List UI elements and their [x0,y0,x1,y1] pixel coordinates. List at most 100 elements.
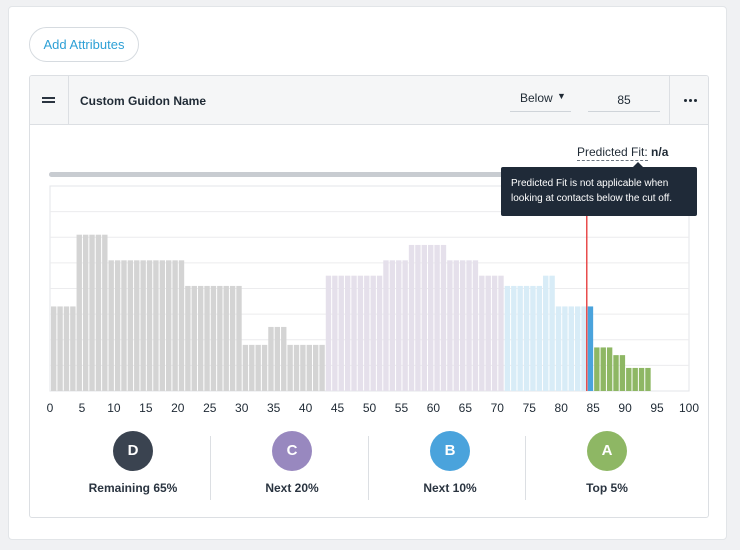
predicted-fit-value: n/a [651,145,669,159]
x-tick-label: 30 [235,401,249,415]
chart-scrollbar[interactable] [49,172,689,177]
histogram-bar [600,347,606,391]
histogram-bar [82,234,89,391]
x-tick-label: 20 [171,401,185,415]
histogram-bar [370,275,376,391]
scrollbar-thumb[interactable] [49,172,519,177]
score-histogram: 0 5 10 15 20 25 30 35 40 45 50 55 60 65 70 75 80 85 90 95 10… [47,185,699,415]
x-tick-label: 70 [491,401,505,415]
drag-handle-icon[interactable] [30,76,69,124]
histogram-bar [51,306,57,391]
histogram-bar [530,285,536,391]
histogram-bar [594,347,600,391]
tier-label: Top 5% [586,481,628,495]
histogram-bar [185,285,191,391]
attribute-panel: Custom Guidon Name Below ▼ Predicted Fit… [29,75,709,518]
histogram-bar [332,275,338,391]
histogram-bar [344,275,351,391]
tier-badge: D [113,431,153,471]
x-tick-label: 45 [331,401,345,415]
histogram-bar [261,344,268,391]
histogram-bar [511,285,517,391]
histogram-bar [491,275,498,391]
histogram-bar [153,260,159,391]
histogram-bar [242,344,249,391]
histogram-bar [523,285,530,391]
attribute-header: Custom Guidon Name Below ▼ [30,76,708,125]
histogram-bar [300,344,306,391]
histogram-bar [281,326,287,391]
tier-badge: B [430,431,470,471]
histogram-bar [146,260,153,391]
histogram-bar [434,244,440,391]
tier-label: Next 20% [265,481,319,495]
histogram-bar [108,260,114,391]
histogram-bar [383,260,389,391]
predicted-fit-label: Predicted Fit: [577,145,648,161]
histogram-bar [549,275,555,391]
histogram-bar [408,244,415,391]
x-tick-label: 5 [79,401,86,415]
histogram-bar [543,275,549,391]
histogram-bar [166,260,172,391]
x-tick-label: 55 [395,401,409,415]
histogram-bar [574,306,581,391]
histogram-bar [293,344,300,391]
predicted-fit[interactable]: Predicted Fit: n/a [577,145,669,161]
histogram-bar [249,344,255,391]
histogram-bar [415,244,421,391]
histogram-bar [306,344,312,391]
histogram-bar [255,344,261,391]
histogram-bar [376,275,383,391]
histogram-bar [472,260,479,391]
x-tick-label: 85 [586,401,600,415]
histogram-bar [268,326,274,391]
histogram-bar [210,285,217,391]
tier-label: Remaining 65% [88,481,178,495]
x-tick-label: 95 [650,401,664,415]
histogram-bar [619,355,626,391]
tier-label: Next 10% [423,481,477,495]
histogram-bar [645,367,651,391]
x-tick-label: 60 [427,401,441,415]
x-tick-label: 90 [618,401,632,415]
histogram-bar [229,285,236,391]
predicted-fit-tooltip: Predicted Fit is not applicable when loo… [501,162,697,216]
histogram-bar [204,285,210,391]
histogram-bar [70,306,76,391]
histogram-bar [498,275,504,391]
histogram-bar [338,275,344,391]
tier-c: C Next 20% [213,431,371,497]
histogram-bar [223,285,229,391]
tier-legend: D Remaining 65% C Next 20% B Next 10% A Top 5% [30,431,708,501]
x-tick-label: 10 [107,401,121,415]
histogram-bar [325,275,332,391]
cutoff-value-input[interactable] [588,88,660,112]
x-tick-label: 65 [459,401,473,415]
histogram-bar [364,275,370,391]
histogram-bar [440,244,447,391]
add-attributes-button[interactable]: Add Attributes [29,27,139,62]
operator-select[interactable]: Below ▼ [510,88,571,112]
histogram-bar [613,355,619,391]
histogram-bar [428,244,434,391]
tier-a: A Top 5% [528,431,686,497]
histogram-bar [172,260,178,391]
histogram-bar [197,285,204,391]
x-tick-label: 25 [203,401,217,415]
histogram-bar [178,260,185,391]
histogram-bar [217,285,223,391]
histogram-bar [555,306,562,391]
score-builder-card: Add Attributes Custom Guidon Name Below … [8,6,727,540]
histogram-bar [57,306,63,391]
histogram-bar [121,260,127,391]
histogram-bar [626,367,632,391]
histogram-bar [191,285,197,391]
histogram-bar [581,306,587,391]
x-tick-label: 50 [363,401,377,415]
tier-badge: A [587,431,627,471]
more-options-icon[interactable] [669,76,708,124]
histogram-bar [319,344,325,391]
histogram-bar [459,260,466,391]
x-tick-label: 75 [523,401,537,415]
